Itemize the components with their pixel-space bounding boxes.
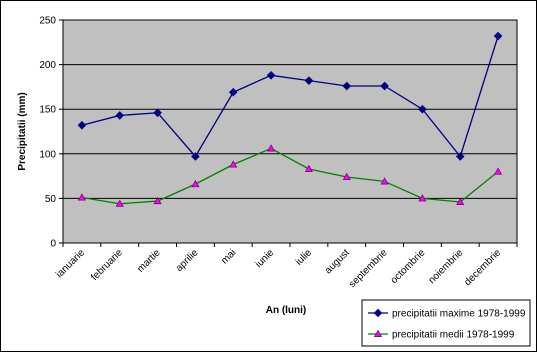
series-line [81,35,499,158]
y-tick-labels: 0 50 100 150 200 250 [39,16,63,250]
data-point [418,104,427,114]
y-tick-label: 50 [45,194,57,205]
data-point [266,70,276,80]
legend-label: precipitatii maxime 1978-1999 [392,309,526,320]
data-point [380,81,389,91]
legend-box [361,299,531,347]
y-axis-title: Precipitatii (mm) [17,92,28,170]
data-point [229,160,238,168]
data-point [342,81,352,91]
legend-marker [373,329,383,338]
legend-item: precipitatii maxime 1978-1999 [368,309,526,320]
data-point [77,193,87,201]
data-point [115,199,124,207]
y-tick-label: 200 [39,60,56,71]
data-point [304,76,314,85]
data-point [228,87,238,97]
data-point [77,120,87,130]
y-tick-label: 100 [39,149,56,160]
y-tick-label: 150 [39,105,56,116]
series-medii [77,144,503,207]
gridlines [63,19,517,199]
data-point [380,177,389,185]
data-point [493,167,503,175]
y-tick-label: 0 [50,239,56,250]
data-point [493,31,503,41]
legend-marker [373,308,383,318]
data-point [304,164,314,172]
data-point [456,197,465,205]
data-point [455,152,465,161]
data-point [153,196,162,205]
legend: precipitatii maxime 1978-1999 precipitati… [361,299,531,347]
data-point [115,111,125,120]
x-axis-title: An (luni) [266,305,307,316]
data-point [153,108,162,118]
series-line [81,147,499,205]
plot-area [62,19,518,244]
series-layer [77,31,503,207]
y-tick-label: 250 [39,16,56,27]
legend-label: precipitatii medii 1978-1999 [392,330,515,341]
legend-item: precipitatii medii 1978-1999 [368,330,515,341]
data-point [342,172,351,180]
data-point [418,194,427,202]
data-point [191,179,200,188]
data-point [266,144,276,152]
series-maxime [77,31,503,161]
data-point [191,152,200,161]
